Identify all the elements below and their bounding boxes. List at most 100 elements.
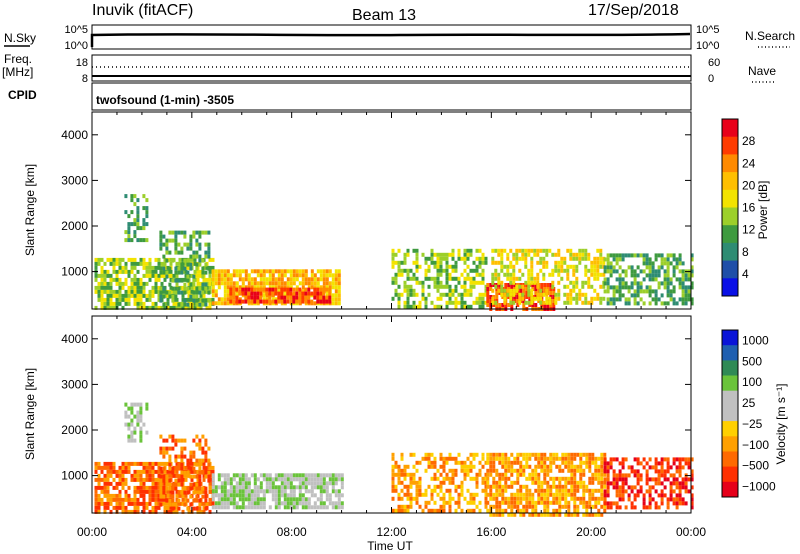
colorbar-segment xyxy=(722,345,738,361)
data-cell xyxy=(271,481,275,486)
colorbar-segment xyxy=(722,375,738,392)
data-cell xyxy=(442,508,446,513)
data-cell xyxy=(527,252,531,257)
data-cell xyxy=(687,297,691,302)
data-cell xyxy=(397,284,401,289)
data-cell xyxy=(525,283,529,287)
data-cell xyxy=(593,268,597,273)
data-cell xyxy=(292,287,296,292)
data-cell xyxy=(277,493,281,498)
data-cell xyxy=(615,257,619,262)
data-cell xyxy=(554,296,558,301)
data-cell xyxy=(609,253,613,258)
data-cell xyxy=(181,297,185,302)
data-cell xyxy=(103,261,107,266)
data-cell xyxy=(277,289,281,294)
data-cell xyxy=(148,509,152,514)
data-cell xyxy=(542,300,546,305)
data-cell xyxy=(603,480,607,485)
data-cell xyxy=(241,281,245,286)
data-cell xyxy=(567,504,571,509)
data-cell xyxy=(503,300,507,305)
data-cell xyxy=(397,476,401,481)
data-cell xyxy=(159,478,163,483)
data-cell xyxy=(494,300,498,305)
data-cell xyxy=(645,505,649,510)
data-cell xyxy=(406,504,410,509)
data-cell xyxy=(168,266,172,271)
data-cell xyxy=(313,505,317,510)
data-cell xyxy=(516,291,520,295)
data-cell xyxy=(515,276,519,281)
data-cell xyxy=(666,293,670,298)
data-cell xyxy=(180,278,184,283)
data-cell xyxy=(391,508,395,513)
data-cell xyxy=(178,305,182,310)
data-cell xyxy=(606,257,610,262)
data-cell xyxy=(412,292,416,297)
data-cell xyxy=(633,273,637,278)
data-cell xyxy=(442,492,446,497)
data-cell xyxy=(184,473,188,478)
data-cell xyxy=(394,484,398,489)
data-cell xyxy=(340,493,344,498)
data-cell xyxy=(412,276,416,281)
data-cell xyxy=(169,493,173,498)
data-cell xyxy=(192,274,196,279)
data-cell xyxy=(618,265,622,270)
data-cell xyxy=(633,473,637,478)
data-cell xyxy=(403,268,407,273)
data-cell xyxy=(609,505,613,510)
data-cell xyxy=(247,493,251,498)
data-cell xyxy=(525,476,529,481)
data-cell xyxy=(169,305,173,310)
data-cell xyxy=(277,285,281,290)
data-cell xyxy=(322,505,326,510)
data-cell xyxy=(277,505,281,510)
data-cell xyxy=(573,504,577,509)
data-cell xyxy=(106,477,110,482)
data-cell xyxy=(498,500,502,505)
data-cell xyxy=(328,501,332,506)
data-cell xyxy=(301,273,305,278)
data-cell xyxy=(569,256,573,261)
data-cell xyxy=(484,492,488,497)
data-cell xyxy=(436,260,440,265)
data-cell xyxy=(596,292,600,297)
data-cell xyxy=(510,512,514,517)
data-cell xyxy=(469,276,473,281)
data-cell xyxy=(569,280,573,285)
data-cell xyxy=(448,468,452,473)
data-cell xyxy=(578,288,582,293)
y-tick-label: 2000 xyxy=(61,219,88,233)
data-cell xyxy=(189,486,193,491)
data-cell xyxy=(495,303,499,307)
data-cell xyxy=(648,289,652,294)
data-cell xyxy=(494,260,498,265)
data-cell xyxy=(454,472,458,477)
data-cell xyxy=(540,484,544,489)
data-cell xyxy=(235,481,239,486)
data-cell xyxy=(286,477,290,482)
data-cell xyxy=(657,273,661,278)
data-cell xyxy=(591,480,595,485)
data-cell xyxy=(180,482,184,487)
data-cell xyxy=(527,292,531,297)
data-cell xyxy=(133,261,137,266)
data-cell xyxy=(436,272,440,277)
data-cell xyxy=(579,452,583,457)
data-cell xyxy=(310,285,314,290)
data-cell xyxy=(528,295,532,299)
data-cell xyxy=(226,477,230,482)
data-cell xyxy=(195,294,199,299)
data-cell xyxy=(106,469,110,474)
data-cell xyxy=(204,230,208,235)
data-cell xyxy=(684,457,688,462)
data-cell xyxy=(651,269,655,274)
data-cell xyxy=(130,238,134,243)
data-cell xyxy=(534,488,538,493)
data-cell xyxy=(457,452,461,457)
data-cell xyxy=(552,460,556,465)
data-cell xyxy=(660,489,664,494)
data-cell xyxy=(597,476,601,481)
